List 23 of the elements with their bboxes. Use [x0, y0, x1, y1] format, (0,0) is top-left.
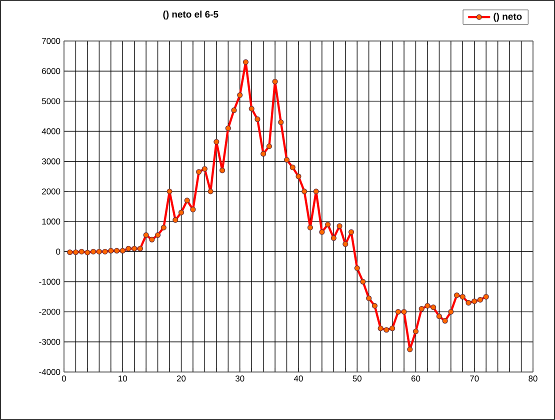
x-tick-label: 70: [470, 376, 479, 382]
x-tick-label: 20: [176, 376, 186, 382]
y-tick-label: -1000: [39, 278, 60, 285]
x-tick-label: 80: [528, 376, 538, 382]
x-tick-label: 0: [62, 376, 66, 382]
y-tick-label: -2000: [39, 308, 60, 315]
y-tick-label: -3000: [39, 338, 60, 345]
y-tick-label: 4000: [42, 128, 60, 134]
y-tick-label: 1000: [42, 218, 60, 225]
x-tick-label: 10: [118, 376, 127, 382]
y-tick-label: 5000: [42, 98, 60, 104]
y-tick-label: -4000: [39, 369, 60, 375]
x-tick-label: 50: [352, 376, 362, 382]
chart-title: () neto el 6-5: [163, 10, 218, 20]
y-tick-label: 0: [56, 248, 60, 255]
x-tick-label: 60: [411, 376, 420, 382]
y-tick-label: 7000: [42, 38, 60, 44]
y-tick-label: 6000: [42, 68, 60, 74]
x-tick-label: 40: [294, 376, 303, 382]
x-tick-label: 30: [235, 376, 244, 382]
legend-label: () neto: [494, 12, 522, 22]
y-tick-label: 3000: [42, 158, 60, 164]
y-tick-label: 2000: [42, 188, 60, 194]
